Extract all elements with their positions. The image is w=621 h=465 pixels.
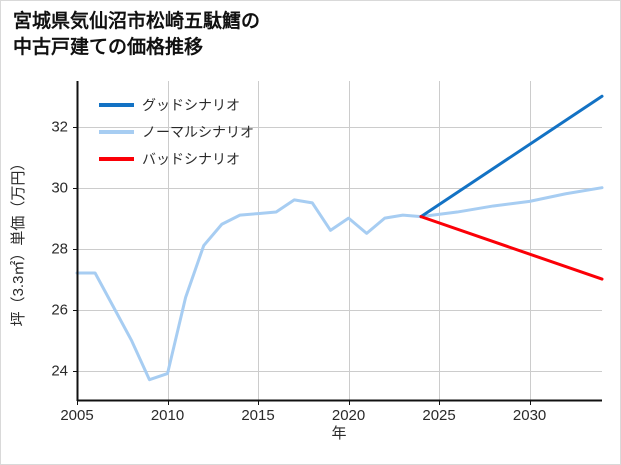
gridlines-group [77, 81, 602, 401]
chart-title: 宮城県気仙沼市松崎五駄鱈の 中古戸建ての価格推移 [13, 11, 261, 58]
series-line-グッドシナリオ [419, 94, 604, 219]
y-tick-label: 32 [51, 119, 68, 136]
series-group [75, 94, 604, 382]
axis-spines [76, 81, 602, 402]
y-tick-label: 30 [51, 180, 68, 197]
x-tick-label: 2025 [422, 407, 455, 424]
x-axis-title: 年 [331, 425, 346, 442]
x-tick-label: 2005 [60, 407, 93, 424]
series-line-バッドシナリオ [419, 215, 604, 281]
legend-label-0: グッドシナリオ [142, 97, 240, 113]
y-tick-label: 24 [51, 363, 68, 380]
legend-label-1: ノーマルシナリオ [142, 124, 254, 140]
legend-label-2: バッドシナリオ [142, 151, 240, 167]
y-axis-title: 坪（3.3㎡）単価（万円） [10, 156, 27, 327]
series-line-ノーマルシナリオ [75, 186, 604, 382]
x-tick-label: 2020 [332, 407, 365, 424]
y-tick-labels: 24 26 28 30 32 [51, 119, 77, 380]
y-tick-label: 26 [51, 302, 68, 319]
y-tick-label: 28 [51, 241, 68, 258]
x-tick-label: 2010 [151, 407, 184, 424]
x-tick-labels: 2005 2010 2015 2020 2025 2030 [60, 401, 546, 424]
x-tick-label: 2015 [241, 407, 274, 424]
x-tick-label: 2030 [513, 407, 546, 424]
